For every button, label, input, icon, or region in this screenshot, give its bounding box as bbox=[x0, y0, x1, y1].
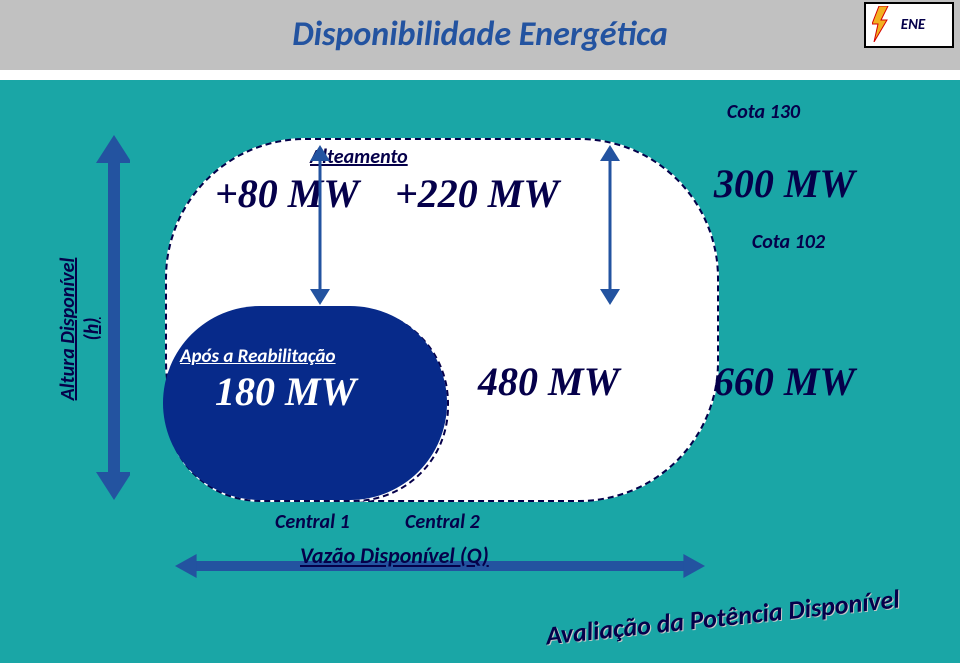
cota-102-label: Cota 102 bbox=[752, 230, 825, 254]
value-300: 300 MW bbox=[714, 160, 855, 207]
central-1-label: Central 1 bbox=[275, 510, 350, 534]
plus-220-value: +220 MW bbox=[395, 170, 559, 217]
right-inner-arrow bbox=[598, 145, 622, 305]
value-180: 180 MW bbox=[215, 368, 356, 415]
footer-wordart: Avaliação da Potência Disponível bbox=[544, 583, 901, 652]
reabilitacao-label: Após a Reabilitação bbox=[180, 345, 336, 368]
cota-130-label: Cota 130 bbox=[727, 100, 800, 124]
altura-sub: (h) bbox=[80, 318, 104, 341]
diagram-area: Cota 130 Alteamento +80 MW +220 MW Altur… bbox=[0, 80, 960, 663]
alteamento-arrow bbox=[308, 145, 332, 305]
central-2-label: Central 2 bbox=[405, 510, 480, 534]
lightning-icon bbox=[872, 6, 890, 42]
brand-logo: ENE bbox=[864, 2, 954, 48]
value-660: 660 MW bbox=[714, 358, 855, 405]
logo-text: ENE bbox=[901, 16, 925, 34]
page-title: Disponibilidade Energética bbox=[0, 14, 960, 55]
value-480: 480 MW bbox=[478, 358, 619, 405]
altura-label: Altura Disponível (h) bbox=[56, 229, 104, 429]
altura-text: Altura Disponível bbox=[56, 258, 80, 401]
plus-80-value: +80 MW bbox=[215, 170, 359, 217]
vazao-label: Vazão Disponível (Q) bbox=[300, 542, 489, 569]
